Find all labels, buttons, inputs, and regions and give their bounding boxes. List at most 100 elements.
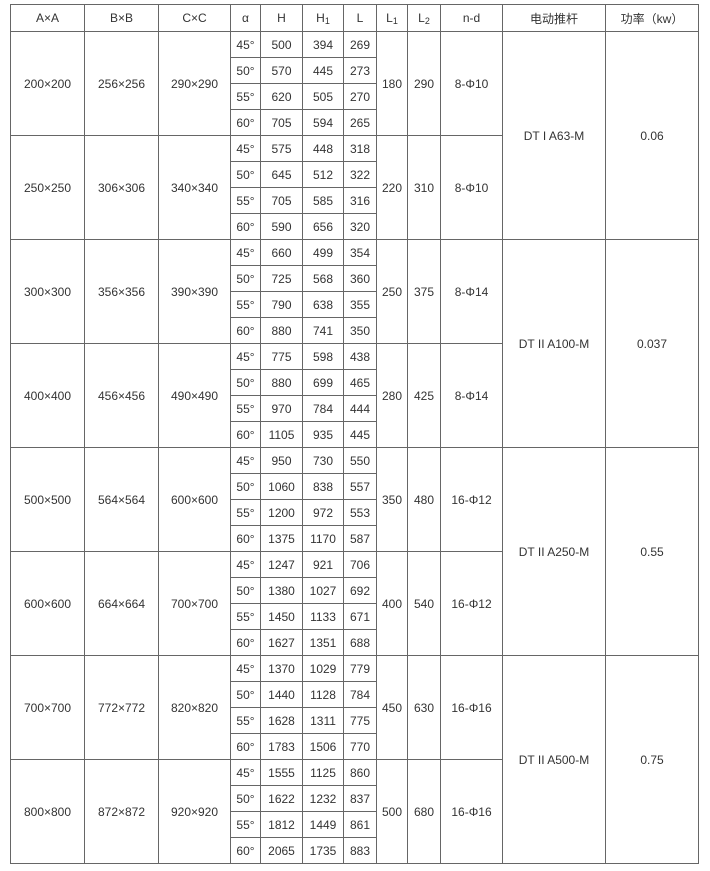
cell-alpha: 60° bbox=[230, 733, 261, 760]
cell-bb: 772×772 bbox=[84, 655, 159, 760]
cell-alpha: 45° bbox=[230, 31, 261, 58]
cell-h: 1200 bbox=[260, 499, 303, 526]
cell-alpha: 60° bbox=[230, 421, 261, 448]
cell-nd: 8-Φ10 bbox=[440, 31, 503, 136]
cell-h1: 505 bbox=[302, 83, 344, 110]
cell-h: 575 bbox=[260, 135, 303, 162]
table-row: 300×300 356×356 390×390 45° 660 499 354 250 375 8… bbox=[10, 239, 699, 448]
cell-l: 354 bbox=[343, 239, 377, 266]
cell-l: 270 bbox=[343, 83, 377, 110]
cell-h: 1450 bbox=[260, 603, 303, 630]
header-subscript: 2 bbox=[424, 15, 430, 26]
cell-l1: 250 bbox=[376, 239, 408, 344]
cell-aa: 200×200 bbox=[10, 31, 85, 136]
table-row: 55° 970 784 444 bbox=[11, 395, 699, 422]
cell-l1: 400 bbox=[376, 551, 408, 656]
cell-h1: 445 bbox=[302, 57, 344, 84]
cell-l2: 375 bbox=[407, 239, 441, 344]
table-row: 55° 1628 1311 775 bbox=[11, 707, 699, 734]
cell-h1: 1029 bbox=[302, 655, 344, 682]
cell-h: 1628 bbox=[260, 707, 303, 734]
cell-h: 705 bbox=[260, 187, 303, 214]
header-aa: A×A bbox=[10, 4, 85, 32]
cell-l: 553 bbox=[343, 499, 377, 526]
cell-h1: 972 bbox=[302, 499, 344, 526]
cell-l2: 310 bbox=[407, 135, 441, 240]
header-l2: L2 bbox=[407, 4, 441, 32]
header-power: 功率（kw） bbox=[605, 4, 699, 32]
cell-h1: 935 bbox=[302, 421, 344, 448]
cell-nd: 8-Φ14 bbox=[440, 343, 503, 448]
header-label: 功率（kw） bbox=[620, 11, 684, 26]
cell-h: 880 bbox=[260, 369, 303, 396]
table-row: 55° 1812 1449 861 bbox=[11, 811, 699, 838]
header-label: L bbox=[386, 10, 393, 25]
cell-l: 438 bbox=[343, 343, 377, 370]
header-h1: H1 bbox=[302, 4, 344, 32]
cell-aa: 600×600 bbox=[10, 551, 85, 656]
cell-actuator: DT II A500-M bbox=[502, 655, 606, 864]
table-row: 60° 880 741 350 bbox=[11, 317, 699, 344]
cell-h1: 838 bbox=[302, 473, 344, 500]
cell-power: 0.75 bbox=[605, 655, 699, 864]
cell-alpha: 50° bbox=[230, 57, 261, 84]
cell-alpha: 55° bbox=[230, 499, 261, 526]
header-label: C×C bbox=[182, 11, 207, 25]
cell-h1: 598 bbox=[302, 343, 344, 370]
cell-alpha: 50° bbox=[230, 265, 261, 292]
cell-alpha: 55° bbox=[230, 291, 261, 318]
cell-l: 465 bbox=[343, 369, 377, 396]
cell-l: 445 bbox=[343, 421, 377, 448]
cell-l: 444 bbox=[343, 395, 377, 422]
cell-h1: 638 bbox=[302, 291, 344, 318]
cell-aa: 700×700 bbox=[10, 655, 85, 760]
cell-h1: 568 bbox=[302, 265, 344, 292]
cell-cc: 700×700 bbox=[158, 551, 231, 656]
cell-h: 645 bbox=[260, 161, 303, 188]
cell-l: 355 bbox=[343, 291, 377, 318]
cell-l: 779 bbox=[343, 655, 377, 682]
cell-alpha: 55° bbox=[230, 187, 261, 214]
cell-h1: 741 bbox=[302, 317, 344, 344]
cell-bb: 356×356 bbox=[84, 239, 159, 344]
cell-h: 725 bbox=[260, 265, 303, 292]
table-row: 60° 705 594 265 bbox=[11, 109, 699, 136]
cell-h: 1627 bbox=[260, 629, 303, 656]
cell-alpha: 60° bbox=[230, 837, 261, 864]
header-label: H bbox=[277, 11, 286, 25]
table-row: 50° 1380 1027 692 bbox=[11, 577, 699, 604]
cell-alpha: 60° bbox=[230, 525, 261, 552]
cell-h: 1375 bbox=[260, 525, 303, 552]
cell-h1: 1311 bbox=[302, 707, 344, 734]
header-label: L bbox=[356, 11, 364, 25]
table-row: 250×250 306×306 340×340 45° 575 448 318 220 310 8… bbox=[10, 135, 699, 240]
cell-h1: 699 bbox=[302, 369, 344, 396]
cell-h1: 594 bbox=[302, 109, 344, 136]
cell-alpha: 50° bbox=[230, 577, 261, 604]
cell-l: 557 bbox=[343, 473, 377, 500]
cell-l: 688 bbox=[343, 629, 377, 656]
cell-h: 1812 bbox=[260, 811, 303, 838]
cell-h: 880 bbox=[260, 317, 303, 344]
header-actuator: 电动推杆 bbox=[502, 4, 606, 32]
cell-aa: 500×500 bbox=[10, 447, 85, 552]
cell-power: 0.037 bbox=[605, 239, 699, 448]
cell-l: 770 bbox=[343, 733, 377, 760]
cell-bb: 872×872 bbox=[84, 759, 159, 864]
table-row: 500×500 564×564 600×600 45° 950 730 550 350 480 1… bbox=[10, 447, 699, 656]
cell-alpha: 55° bbox=[230, 707, 261, 734]
cell-h: 775 bbox=[260, 343, 303, 370]
cell-bb: 564×564 bbox=[84, 447, 159, 552]
cell-alpha: 45° bbox=[230, 759, 261, 786]
cell-cc: 920×920 bbox=[158, 759, 231, 864]
cell-l: 692 bbox=[343, 577, 377, 604]
cell-alpha: 60° bbox=[230, 317, 261, 344]
cell-h: 1622 bbox=[260, 785, 303, 812]
cell-h: 790 bbox=[260, 291, 303, 318]
cell-l: 322 bbox=[343, 161, 377, 188]
cell-bb: 664×664 bbox=[84, 551, 159, 656]
cell-l: 273 bbox=[343, 57, 377, 84]
cell-alpha: 45° bbox=[230, 551, 261, 578]
cell-nd: 8-Φ10 bbox=[440, 135, 503, 240]
header-h: H bbox=[260, 4, 303, 32]
